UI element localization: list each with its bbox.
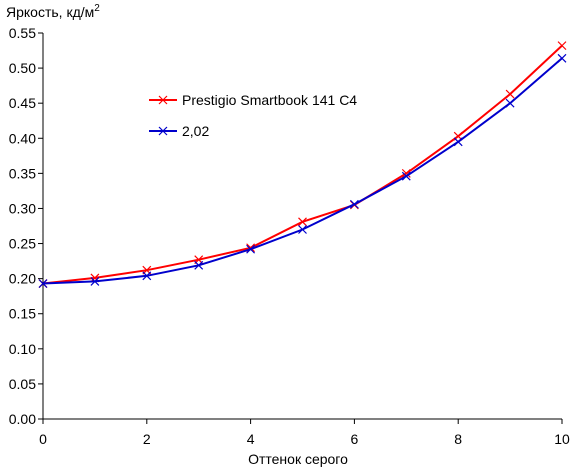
data-point-marker: [38, 279, 48, 288]
legend-marker: [158, 126, 168, 136]
x-ticks: 0 2 4 6 8 10: [39, 419, 570, 447]
x-tick-label: 0: [39, 431, 47, 447]
y-axis-title: Яркость, кд/м2: [6, 3, 100, 20]
data-point-marker: [505, 89, 515, 99]
data-point-marker: [142, 271, 152, 281]
x-tick-label: 4: [247, 431, 255, 447]
data-point-marker: [505, 98, 515, 108]
series-line-0: [42, 44, 563, 285]
y-tick-label: 0.10: [9, 341, 36, 357]
data-point-marker: [401, 168, 411, 178]
y-tick-label: 0.55: [9, 25, 36, 41]
axes: [42, 33, 562, 420]
data-point-marker: [557, 41, 567, 51]
legend: Prestigio Smartbook 141 C4 2,02: [149, 92, 357, 139]
y-axis-title-text: Яркость, кд/м: [6, 4, 94, 20]
legend-marker: [158, 95, 168, 105]
data-point-marker: [298, 225, 307, 234]
data-point-marker: [194, 260, 204, 270]
y-tick-label: 0.15: [9, 306, 36, 322]
data-point-marker: [298, 217, 307, 227]
data-point-marker: [401, 171, 411, 181]
y-tick-label: 0.45: [9, 95, 36, 111]
y-tick-label: 0.50: [9, 60, 36, 76]
x-tick-label: 10: [554, 431, 570, 447]
y-tick-label: 0.25: [9, 236, 36, 252]
x-tick-label: 6: [351, 431, 359, 447]
y-tick-label: 0.40: [9, 130, 36, 146]
data-point-marker: [90, 277, 100, 286]
series-layer: [38, 41, 567, 288]
x-tick-label: 2: [143, 431, 151, 447]
legend-label: Prestigio Smartbook 141 C4: [182, 92, 357, 108]
y-tick-label: 0.05: [9, 376, 36, 392]
y-ticks: 0.00 0.05 0.10 0.15 0.20 0.25 0.30 0.35 0.40 0.45…: [9, 25, 43, 427]
data-point-marker: [349, 199, 359, 209]
y-tick-label: 0.30: [9, 200, 36, 216]
data-point-marker: [246, 244, 256, 254]
y-tick-label: 0.20: [9, 271, 36, 287]
data-point-marker: [557, 53, 567, 63]
y-tick-label: 0.00: [9, 411, 36, 427]
y-axis-title-superscript: 2: [94, 3, 100, 14]
x-tick-label: 8: [454, 431, 462, 447]
data-point-marker: [453, 137, 463, 147]
x-axis-title: Оттенок серого: [248, 451, 348, 467]
legend-label: 2,02: [182, 123, 209, 139]
y-tick-label: 0.35: [9, 165, 36, 181]
